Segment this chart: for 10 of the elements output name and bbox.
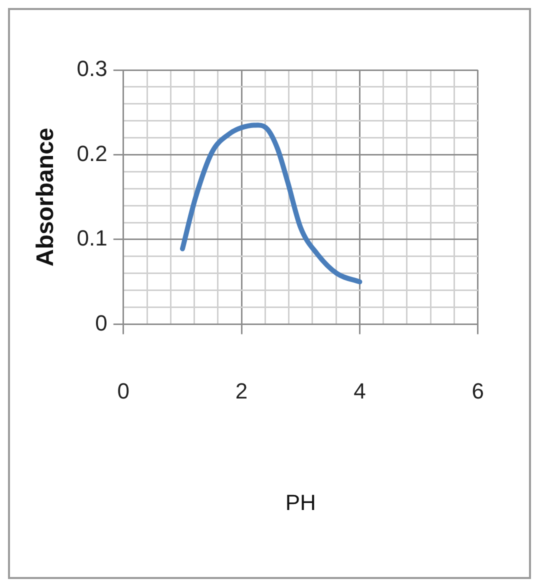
- x-tick-label: 4: [354, 378, 366, 404]
- y-tick-label: 0.3: [76, 56, 108, 82]
- y-axis-title: Absorbance: [32, 128, 60, 266]
- x-axis-title: PH: [285, 490, 316, 515]
- y-tick-label: 0.1: [76, 226, 108, 251]
- y-tick-label: 0: [95, 310, 108, 336]
- x-tick-label: 0: [117, 378, 130, 404]
- x-tick-label: 2: [235, 378, 248, 404]
- y-tick-label: 0.2: [76, 140, 108, 166]
- x-tick-label: 6: [472, 378, 484, 404]
